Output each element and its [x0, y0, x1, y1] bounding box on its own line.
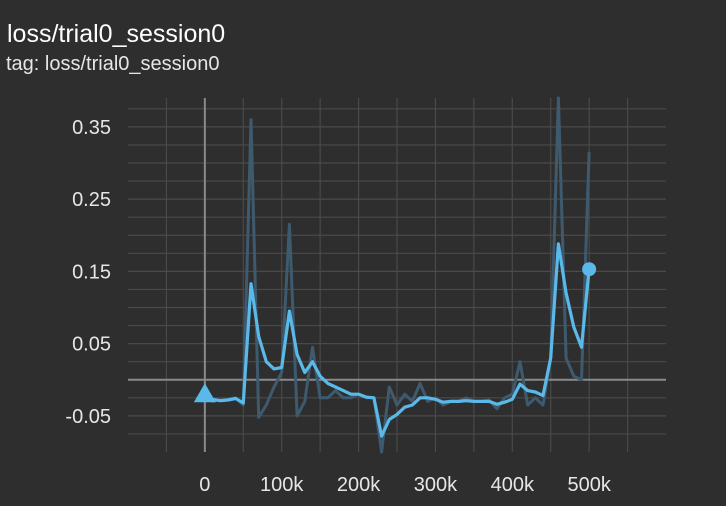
chart-tag: tag: loss/trial0_session0 [6, 53, 220, 75]
y-tick-label: 0.25 [72, 189, 111, 211]
x-tick-label: 500k [567, 474, 611, 496]
x-tick-label: 200k [337, 474, 381, 496]
series-end-marker [582, 262, 597, 277]
chart-title: loss/trial0_session0 [7, 20, 226, 48]
x-tick-label: 400k [491, 474, 535, 496]
series [193, 96, 597, 454]
y-tick-label: -0.05 [65, 406, 111, 428]
x-tick-label: 300k [414, 474, 458, 496]
x-tick-label: 0 [199, 474, 210, 496]
y-tick-label: 0.05 [72, 334, 111, 356]
raw-series-line [203, 96, 591, 454]
series-start-marker [193, 383, 216, 403]
tick-labels: 0.35 0.25 0.15 0.05 -0.05 0 100k 200k 300k 400k 50… [65, 117, 611, 496]
smoothed-series-line [204, 242, 591, 438]
y-tick-label: 0.35 [72, 117, 111, 139]
y-tick-label: 0.15 [72, 261, 111, 283]
grid [128, 98, 666, 452]
x-tick-label: 100k [260, 474, 304, 496]
